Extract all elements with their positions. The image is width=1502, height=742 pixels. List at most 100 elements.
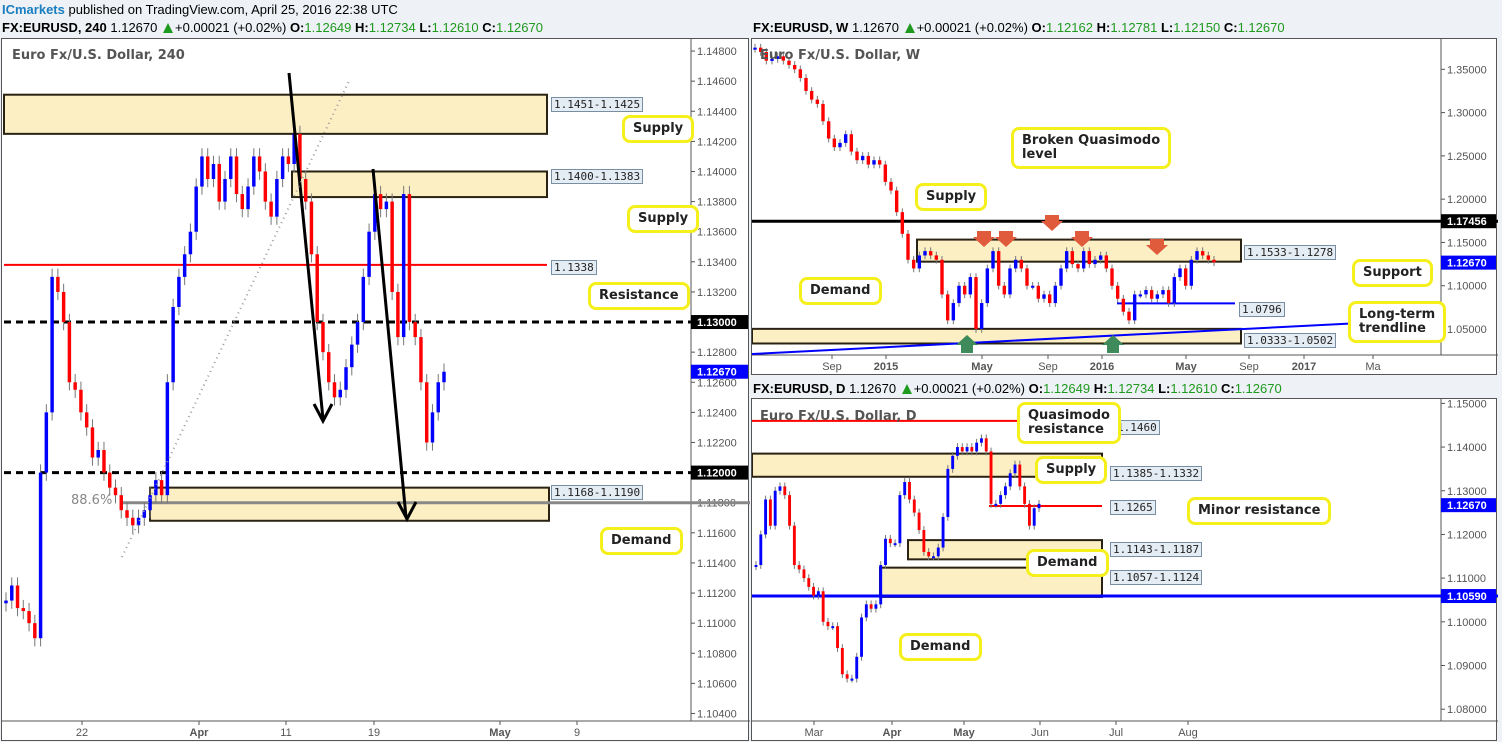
candle-body: [994, 503, 998, 506]
candle-body: [1183, 268, 1188, 286]
candle-body: [1003, 486, 1007, 496]
h4-chart-panel[interactable]: 1.14800 1.14600 1.14400 1.14200 1.14000 1.138…: [1, 38, 750, 742]
candle-body: [816, 591, 820, 596]
candle-body: [1200, 251, 1205, 256]
callout-resistance: Resistance: [588, 282, 690, 310]
level-tag-minor-resistance: 1.1265: [1110, 500, 1156, 515]
x-tick-label: 2015: [874, 361, 898, 373]
candle-body: [866, 155, 871, 165]
candle-body: [951, 303, 956, 321]
candle-body: [263, 171, 268, 202]
zone-tag-supply-2: 1.1400-1.1383: [551, 169, 644, 184]
candle-body: [1070, 251, 1075, 265]
candle-body: [298, 133, 302, 180]
candle-body: [407, 194, 412, 323]
daily-chart-canvas[interactable]: 1.15000 1.14000 1.13000 1.12000 1.11000 1.100…: [752, 399, 1498, 742]
arrow-line: [371, 168, 408, 518]
y-tick-label: 1.13400: [697, 257, 737, 269]
candle-body: [821, 591, 825, 622]
y-tick-label: 1.14200: [697, 136, 737, 148]
candle-body: [27, 611, 31, 624]
candle-body: [384, 201, 389, 210]
candle-body: [171, 306, 175, 383]
candle-body: [906, 233, 910, 260]
daily-chart-panel[interactable]: 1.15000 1.14000 1.13000 1.12000 1.11000 1.100…: [751, 398, 1498, 742]
x-tick-label: Mar: [805, 727, 824, 739]
y-tick-label: 1.11400: [697, 558, 736, 570]
callout-supply: Supply: [915, 183, 988, 211]
candle-body: [373, 194, 377, 232]
zone-tag-demand-2: 1.1057-1.1124: [1110, 570, 1203, 585]
candle-body: [1019, 259, 1024, 269]
candle-body: [211, 163, 216, 180]
y-tick-label: 1.13200: [697, 287, 737, 299]
candle-body: [378, 194, 383, 210]
y-tick-label: 1.08000: [1447, 704, 1487, 716]
candle-body: [1189, 259, 1194, 286]
candle-body: [1161, 290, 1165, 295]
arrow-line: [287, 72, 325, 420]
green-up-arrow-icon: [1102, 335, 1124, 353]
candle-body: [864, 604, 868, 618]
candle-body: [280, 156, 285, 180]
candle-body: [927, 551, 931, 557]
x-tick-label: 9: [574, 727, 580, 739]
candle-body: [996, 251, 1001, 286]
candle-body: [1098, 255, 1103, 260]
candle-body: [113, 487, 118, 496]
candle-body: [860, 155, 865, 161]
candle-body: [1032, 508, 1036, 526]
callout-supply-1: Supply: [622, 115, 695, 143]
candle-body: [979, 303, 984, 330]
candle-body: [758, 47, 763, 52]
red-down-arrow-icon: [1146, 239, 1168, 255]
candle-body: [1013, 464, 1017, 474]
x-tick-label: Apr: [883, 727, 903, 739]
candle-body: [327, 352, 331, 383]
callout-demand: Demand: [799, 277, 882, 305]
y-tick-label: 1.12200: [697, 437, 737, 449]
x-tick-label: Apr: [190, 727, 210, 739]
candle-body: [1195, 251, 1199, 260]
candle-body: [989, 451, 993, 504]
x-tick-label: Sep: [822, 361, 842, 373]
candle-body: [292, 133, 296, 164]
y-tick-label: 1.10800: [697, 648, 737, 660]
candle-body: [951, 455, 955, 469]
candle-body: [1144, 290, 1148, 295]
candle-body: [850, 678, 854, 681]
candle-body: [332, 382, 337, 398]
candle-body: [1027, 503, 1031, 526]
h4-chart-canvas[interactable]: 1.14800 1.14600 1.14400 1.14200 1.14000 1.138…: [2, 39, 750, 742]
candle-body: [893, 543, 897, 546]
candle-body: [4, 600, 8, 604]
candle-body: [154, 480, 158, 496]
chart-title: Euro Fx/U.S. Dollar, 240: [12, 48, 185, 63]
candle-body: [802, 569, 806, 579]
callout-broken-quasimodo: Broken Quasimodo level: [1011, 127, 1172, 169]
callout-demand: Demand: [600, 527, 683, 555]
weekly-chart-canvas[interactable]: 1.35000 1.30000 1.25000 1.20000 1.15000 1.100…: [752, 39, 1498, 376]
y-tick-label: 1.10600: [697, 678, 737, 690]
h4-header: FX:EURUSD, 240 1.12670 +0.00021 (+0.02%)…: [2, 20, 543, 35]
weekly-chart-panel[interactable]: 1.35000 1.30000 1.25000 1.20000 1.15000 1.100…: [751, 38, 1498, 376]
candle-body: [1121, 298, 1126, 312]
brand-link[interactable]: ICmarkets: [2, 2, 65, 17]
candle-body: [884, 538, 887, 566]
zone-tag-demand-1: 1.1143-1.1187: [1110, 542, 1203, 557]
candle-body: [50, 276, 54, 413]
candle-body: [44, 412, 49, 473]
candle-body: [797, 565, 801, 570]
candle-body: [396, 291, 400, 338]
candle-body: [424, 382, 429, 443]
candle-body: [932, 556, 935, 559]
candle-body: [960, 447, 964, 452]
y-tick-label: 1.10000: [1447, 617, 1487, 629]
x-tick-label: 22: [76, 727, 88, 739]
candle-body: [246, 186, 250, 210]
candle-body: [430, 412, 435, 443]
candle-body: [309, 201, 314, 255]
y-tick-label: 1.11000: [1447, 573, 1486, 585]
candle-body: [142, 510, 147, 518]
price-label-box: [691, 315, 748, 330]
